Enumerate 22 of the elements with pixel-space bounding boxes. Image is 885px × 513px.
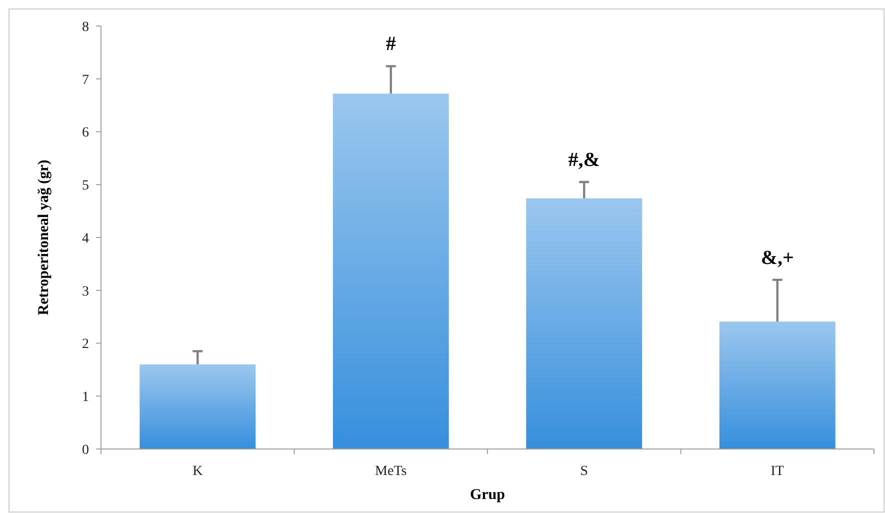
y-tick-label: 2 (82, 337, 89, 352)
x-tick-label: K (192, 464, 203, 479)
y-tick-label: 4 (82, 231, 89, 246)
annotation: #,& (568, 148, 600, 171)
x-axis-title: Grup (470, 487, 506, 503)
y-tick-label: 8 (82, 20, 89, 35)
annotation: &,+ (760, 246, 794, 269)
bar (719, 322, 836, 449)
annotation: # (386, 33, 396, 56)
bar (140, 364, 256, 449)
x-tick-label: MeTs (375, 464, 407, 479)
bar (526, 198, 642, 449)
y-tick-label: 1 (82, 390, 89, 406)
bar (332, 94, 449, 449)
x-tick-label: S (580, 464, 588, 479)
x-tick-label: IT (770, 464, 784, 479)
y-tick-label: 0 (82, 442, 89, 458)
y-tick-label: 7 (82, 72, 89, 88)
y-tick-label: 5 (82, 178, 89, 194)
y-tick-label: 6 (82, 126, 89, 141)
y-axis-title: Retroperitoneal yağ (gr) (36, 160, 52, 316)
y-tick-label: 3 (82, 284, 89, 300)
